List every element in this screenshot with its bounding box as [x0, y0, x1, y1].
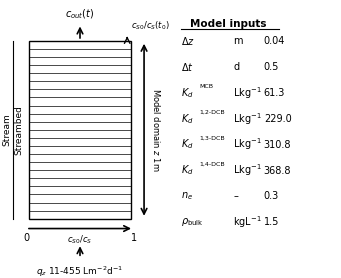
Text: $K_d$: $K_d$ [181, 138, 194, 152]
Text: 1,3-DCB: 1,3-DCB [200, 136, 225, 141]
Text: 1: 1 [131, 234, 137, 244]
Text: 1,4-DCB: 1,4-DCB [200, 162, 225, 167]
Text: MCB: MCB [200, 84, 214, 89]
Text: Lkg$^{-1}$: Lkg$^{-1}$ [233, 163, 262, 178]
Text: Lkg$^{-1}$: Lkg$^{-1}$ [233, 137, 262, 153]
Text: 0.04: 0.04 [264, 36, 285, 46]
Text: $\Delta z$: $\Delta z$ [181, 35, 195, 47]
Text: $c_{out}(t)$: $c_{out}(t)$ [65, 8, 95, 21]
Text: 0: 0 [23, 234, 29, 244]
Text: Streambed: Streambed [15, 105, 24, 155]
Text: $c_{S0}/c_S(t_0)$: $c_{S0}/c_S(t_0)$ [131, 20, 169, 32]
Text: 0.5: 0.5 [264, 62, 279, 72]
Text: Lkg$^{-1}$: Lkg$^{-1}$ [233, 85, 262, 101]
Text: $q_z$ 11-455 Lm$^{-2}$d$^{-1}$: $q_z$ 11-455 Lm$^{-2}$d$^{-1}$ [36, 264, 123, 278]
Text: $\rho_{\mathrm{bulk}}$: $\rho_{\mathrm{bulk}}$ [181, 216, 204, 228]
Text: $n_e$: $n_e$ [181, 190, 193, 202]
Text: $K_d$: $K_d$ [181, 164, 194, 177]
Text: $K_d$: $K_d$ [181, 112, 194, 126]
Text: 61.3: 61.3 [264, 88, 285, 98]
Text: Model inputs: Model inputs [190, 19, 267, 29]
Text: $\Delta t$: $\Delta t$ [181, 61, 194, 73]
Bar [29, 41, 131, 219]
Text: 1.5: 1.5 [264, 217, 279, 227]
Text: Lkg$^{-1}$: Lkg$^{-1}$ [233, 111, 262, 126]
Text: $c_{S0}/c_S$: $c_{S0}/c_S$ [68, 234, 93, 246]
Text: 0.3: 0.3 [264, 192, 279, 202]
Text: kgL$^{-1}$: kgL$^{-1}$ [233, 214, 262, 230]
Text: Model domain $z$ 1m: Model domain $z$ 1m [151, 88, 162, 172]
Text: $K_d$: $K_d$ [181, 86, 194, 100]
Text: m: m [233, 36, 243, 46]
Text: 310.8: 310.8 [264, 140, 291, 150]
Text: d: d [233, 62, 239, 72]
Text: 229.0: 229.0 [264, 114, 292, 124]
Text: Stream: Stream [2, 113, 11, 146]
Text: 1,2-DCB: 1,2-DCB [200, 110, 225, 115]
Text: –: – [233, 192, 238, 202]
Text: 368.8: 368.8 [264, 165, 291, 175]
